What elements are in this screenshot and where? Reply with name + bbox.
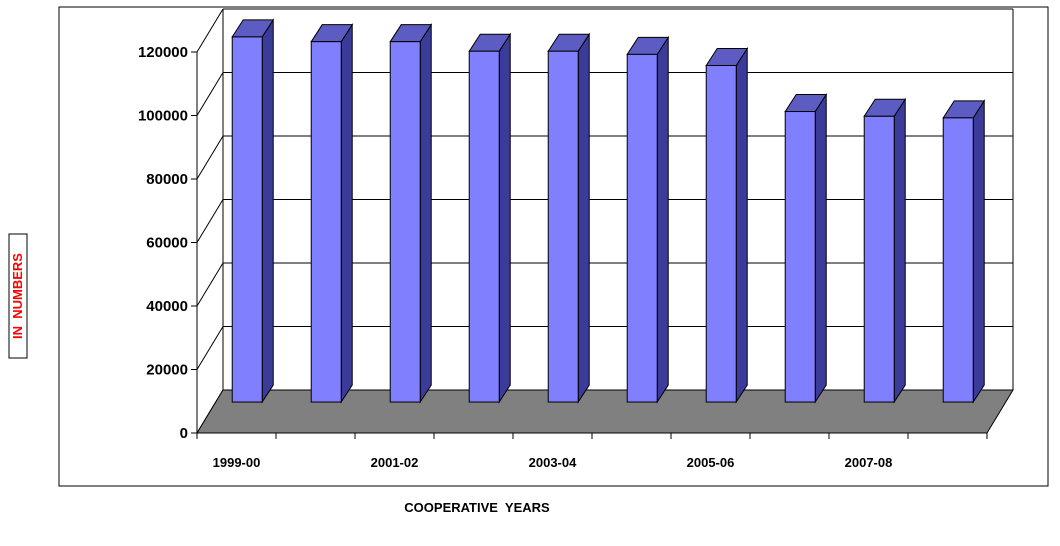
y-tick-label: 0 xyxy=(180,425,188,442)
side-wall-gridline xyxy=(196,72,224,116)
y-tick-label: 120000 xyxy=(138,44,188,61)
x-tick-label: 2001-02 xyxy=(371,455,419,470)
bar-front xyxy=(231,36,263,403)
bars xyxy=(231,18,986,404)
bar xyxy=(705,46,749,404)
bar xyxy=(784,92,828,404)
bar-front xyxy=(784,111,816,403)
side-wall-gridline xyxy=(196,8,224,53)
bar xyxy=(468,32,512,404)
side-wall-gridline xyxy=(196,135,224,180)
bar-side xyxy=(498,32,511,404)
bar-side xyxy=(814,92,827,404)
axes xyxy=(191,51,988,439)
x-tick-label: 1999-00 xyxy=(213,455,261,470)
x-tick-label: 2005-06 xyxy=(687,455,735,470)
side-wall-gridline xyxy=(196,199,224,243)
bar xyxy=(389,22,433,404)
bar-front xyxy=(863,115,895,403)
bar xyxy=(626,35,670,404)
bar-front xyxy=(310,41,342,403)
y-tick-label: 60000 xyxy=(146,235,188,252)
bar-front xyxy=(942,117,974,403)
y-tick-label: 100000 xyxy=(138,108,188,125)
y-tick-label: 20000 xyxy=(146,362,188,379)
side-wall-gridline xyxy=(196,262,224,307)
bar-side xyxy=(735,46,748,404)
x-tick-label: 2003-04 xyxy=(529,455,577,470)
side-wall-gridline xyxy=(196,326,224,370)
bar xyxy=(231,18,275,404)
x-axis-title: COOPERATIVE YEARS xyxy=(404,500,550,515)
bar xyxy=(310,22,354,404)
y-axis-title: IN NUMBERS xyxy=(10,253,25,339)
bar-front xyxy=(705,64,737,403)
bar-front xyxy=(547,50,579,403)
bar-side xyxy=(972,99,985,404)
bar xyxy=(547,32,591,404)
bar-side xyxy=(419,22,432,404)
bar-front xyxy=(626,53,658,403)
bar-front xyxy=(389,41,421,403)
bar xyxy=(863,97,907,404)
x-tick-labels: 1999-00 2001-02 2003-04 2005-06 2007-08 xyxy=(213,455,893,470)
y-tick-label: 80000 xyxy=(146,171,188,188)
bar-side xyxy=(261,18,274,404)
bar-side xyxy=(577,32,590,404)
y-axis-title-box xyxy=(8,233,28,359)
y-tick-label: 40000 xyxy=(146,298,188,315)
bar-side xyxy=(656,35,669,404)
bar xyxy=(942,99,986,404)
bar-side xyxy=(893,97,906,404)
x-tick-label: 2007-08 xyxy=(845,455,893,470)
bar-side xyxy=(340,22,353,404)
bar-front xyxy=(468,50,500,403)
y-tick-labels: 0 20000 40000 60000 80000 100000 120000 xyxy=(138,44,188,442)
